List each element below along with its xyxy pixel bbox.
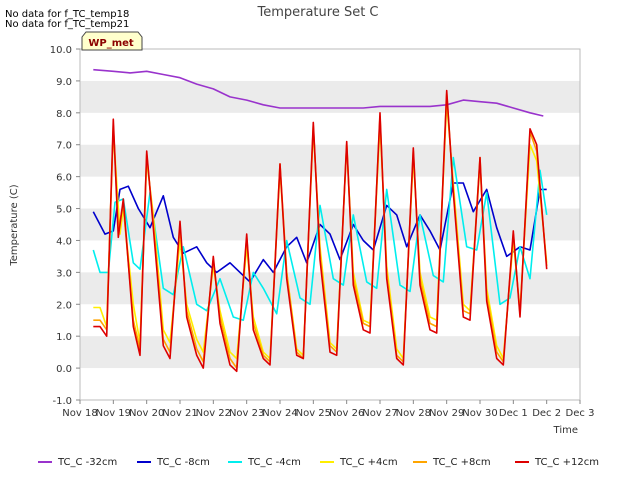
- legend-label: TC_C -8cm: [156, 457, 210, 468]
- y-tick-label: 8.0: [56, 109, 72, 120]
- x-tick-label: Nov 24: [262, 408, 297, 419]
- grid-band: [80, 272, 580, 305]
- x-axis-label: Time: [553, 425, 578, 436]
- x-tick-label: Dec 1: [499, 408, 528, 419]
- legend-label: TC_C +12cm: [534, 457, 599, 468]
- wp-met-badge: WP_met: [81, 31, 143, 51]
- legend: TC_C -32cm TC_C -8cm TC_C -4cm TC_C +4cm TC_…: [38, 457, 599, 468]
- legend-label: TC_C -4cm: [247, 457, 301, 468]
- legend-label: TC_C +8cm: [432, 457, 491, 468]
- series-line-tc-c-32cm: [93, 68, 544, 117]
- series-lines: [92, 68, 548, 373]
- y-axis-label: Temperature (C): [9, 184, 20, 266]
- y-tick-label: 6.0: [56, 173, 72, 184]
- y-tick-label: 4.0: [56, 236, 72, 247]
- x-tick-label: Nov 30: [462, 408, 497, 419]
- no-data-note: No data for f_TC_temp18: [5, 9, 130, 20]
- x-tick-label: Nov 20: [129, 408, 164, 419]
- x-tick-label: Nov 18: [62, 408, 97, 419]
- x-tick-label: Nov 23: [229, 408, 264, 419]
- legend-label: TC_C -32cm: [57, 457, 117, 468]
- y-tick-label: 9.0: [56, 77, 72, 88]
- x-tick-label: Dec 3: [566, 408, 595, 419]
- legend-label: TC_C +4cm: [339, 457, 398, 468]
- x-tick-label: Nov 25: [296, 408, 331, 419]
- grid-bands: [80, 80, 580, 369]
- y-tick-label: -1.0: [52, 396, 72, 407]
- badge-label: WP_met: [88, 38, 134, 49]
- plot-frame: [79, 48, 581, 401]
- y-tick-label: 3.0: [56, 268, 72, 279]
- x-tick-label: Nov 21: [162, 408, 197, 419]
- y-tick-label: 5.0: [56, 205, 72, 216]
- chart-title: Temperature Set C: [256, 5, 378, 20]
- y-tick-label: 1.0: [56, 332, 72, 343]
- x-tick-label: Nov 19: [96, 408, 131, 419]
- grid-band: [80, 144, 580, 177]
- x-tick-label: Dec 2: [532, 408, 561, 419]
- x-tick-label: Nov 22: [196, 408, 231, 419]
- x-tick-label: Nov 27: [362, 408, 397, 419]
- y-tick-label: 0.0: [56, 364, 72, 375]
- y-tick-label: 10.0: [50, 45, 72, 56]
- x-tick-label: Nov 26: [329, 408, 364, 419]
- x-tick-label: Nov 28: [396, 408, 431, 419]
- series-line-tc-c-12cm: [93, 89, 548, 373]
- y-tick-label: 2.0: [56, 300, 72, 311]
- x-tick-label: Nov 29: [429, 408, 464, 419]
- y-tick-label: 7.0: [56, 141, 72, 152]
- no-data-note: No data for f_TC_temp21: [5, 19, 130, 30]
- y-axis: -1.0 0.0 1.0 2.0 3.0 4.0 5.0 6.0 7.0 8.0 9.0 10.0: [50, 45, 80, 407]
- series-line-tc-c-8cm: [92, 182, 547, 283]
